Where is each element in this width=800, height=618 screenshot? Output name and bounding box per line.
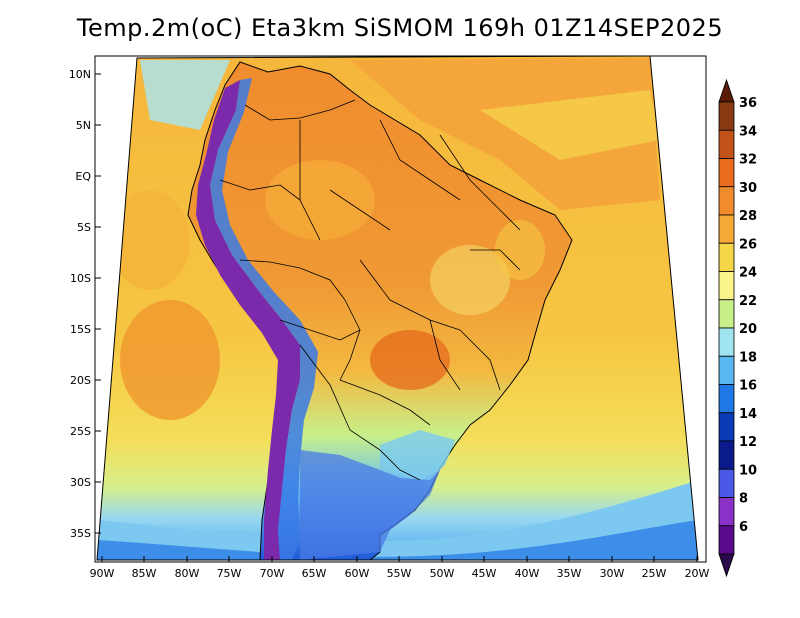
country-borders xyxy=(219,99,521,481)
colorbar-swatch xyxy=(718,214,735,244)
colorbar-swatch xyxy=(718,355,735,385)
lon-label: 40W xyxy=(515,567,540,580)
lat-label: 25S xyxy=(70,425,91,438)
colorbar: 36 34 32 30 28 26 24 22 20 18 16 14 12 10 8 6 xyxy=(718,78,757,578)
hot-interior-patch xyxy=(370,330,450,390)
caribbean-cool xyxy=(140,60,230,130)
lon-label: 60W xyxy=(345,567,370,580)
lon-label: 50W xyxy=(430,567,455,580)
lon-label: 80W xyxy=(175,567,200,580)
lat-label: 15S xyxy=(70,323,91,336)
colorbar-label: 30 xyxy=(739,181,757,196)
lat-label: 35S xyxy=(70,527,91,540)
lon-label: 70W xyxy=(260,567,285,580)
lon-label: 35W xyxy=(557,567,582,580)
lat-ticks xyxy=(95,73,101,534)
lat-label: EQ xyxy=(75,170,91,183)
pacific-warm-patch xyxy=(120,300,220,420)
lon-label: 55W xyxy=(387,567,412,580)
map-title: Temp.2m(oC) Eta3km SiSMOM 169h 01Z14SEP2… xyxy=(76,14,724,42)
colorbar-label: 20 xyxy=(739,322,757,337)
colorbar-label: 22 xyxy=(739,294,757,309)
colorbar-swatch xyxy=(718,468,735,498)
lat-label: 5S xyxy=(77,221,91,234)
lon-label: 25W xyxy=(642,567,667,580)
colorbar-swatch xyxy=(718,299,735,329)
lon-label: 45W xyxy=(472,567,497,580)
colorbar-label: 26 xyxy=(739,237,757,252)
south-brazil-cool xyxy=(380,430,455,480)
northeast-patch xyxy=(495,220,545,280)
lat-label: 5N xyxy=(76,119,91,132)
colorbar-label: 34 xyxy=(739,124,757,139)
pacific-patch xyxy=(110,190,190,290)
plateau-warm-patch xyxy=(430,245,510,315)
lon-ticks xyxy=(101,556,698,562)
warm-atlantic-patch xyxy=(350,58,660,210)
colorbar-label: 6 xyxy=(739,520,748,535)
colorbar-label: 24 xyxy=(739,266,757,281)
lon-label: 85W xyxy=(132,567,157,580)
lat-labels: 10N 5N EQ 5S 10S 15S 20S 25S 30S 35S xyxy=(69,68,92,540)
south-cool-band xyxy=(97,480,698,560)
domain-outline xyxy=(96,55,699,561)
lat-label: 30S xyxy=(70,476,91,489)
colorbar-swatch xyxy=(718,158,735,188)
colorbar-label: 8 xyxy=(739,492,748,507)
colorbar-swatch xyxy=(718,384,735,414)
colorbar-swatch xyxy=(718,101,735,131)
colorbar-swatch xyxy=(718,525,735,555)
lon-label: 75W xyxy=(217,567,242,580)
lat-label: 10S xyxy=(70,272,91,285)
axis-frame xyxy=(94,55,707,563)
colorbar-swatch xyxy=(718,186,735,216)
colorbar-label: 28 xyxy=(739,209,757,224)
lon-label: 90W xyxy=(90,567,115,580)
yellow-atlantic-patch xyxy=(480,90,660,160)
colorbar-swatch xyxy=(718,327,735,357)
colorbar-label: 32 xyxy=(739,153,757,168)
colorbar-bottom-arrow xyxy=(718,553,735,578)
colorbar-label: 14 xyxy=(739,407,757,422)
lon-label: 65W xyxy=(302,567,327,580)
colorbar-swatch xyxy=(718,440,735,470)
map-domain xyxy=(97,56,698,560)
colorbar-swatch xyxy=(718,412,735,442)
colorbar-label: 36 xyxy=(739,96,757,111)
lat-label: 20S xyxy=(70,374,91,387)
colorbar-label: 18 xyxy=(739,350,757,365)
colorbar-swatch xyxy=(718,497,735,527)
colorbar-swatch xyxy=(718,129,735,159)
lon-label: 30W xyxy=(600,567,625,580)
amazon-yellow-patch xyxy=(265,160,375,240)
lon-labels: 90W 85W 80W 75W 70W 65W 60W 55W 50W 45W … xyxy=(90,567,710,580)
andes-ridge xyxy=(196,80,300,560)
colorbar-swatch xyxy=(718,271,735,301)
colorbar-label: 12 xyxy=(739,435,757,450)
lat-label: 10N xyxy=(69,68,91,81)
colorbar-label: 10 xyxy=(739,463,757,478)
lon-label: 20W xyxy=(685,567,710,580)
colorbar-top-arrow xyxy=(718,78,735,103)
colorbar-label: 16 xyxy=(739,379,757,394)
south-cold-band xyxy=(97,520,698,560)
colorbar-swatch xyxy=(718,242,735,272)
andes-cool-flank xyxy=(210,78,318,560)
